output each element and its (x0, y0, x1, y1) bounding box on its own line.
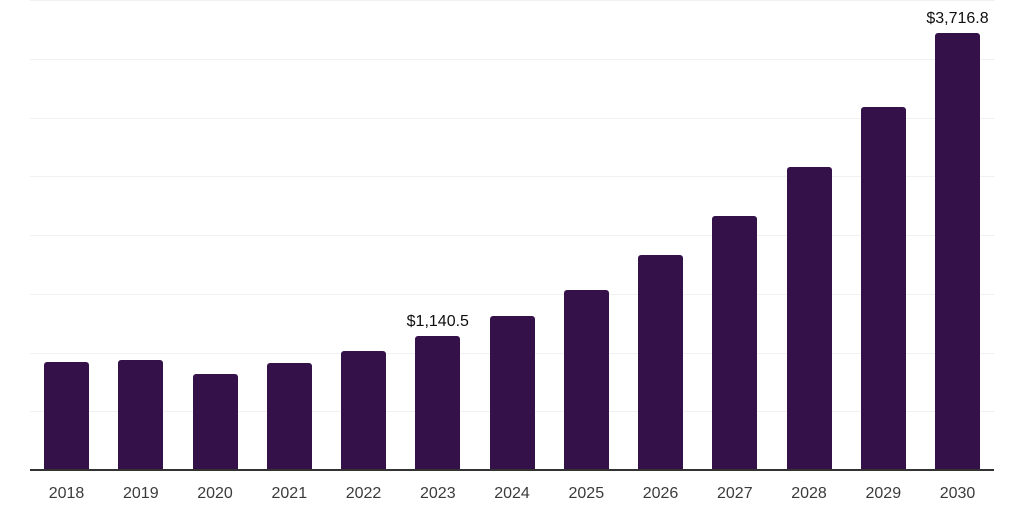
x-axis-label-2020: 2020 (197, 485, 233, 502)
bar-2022 (341, 351, 386, 470)
bar-value-label-2023: $1,140.5 (406, 313, 469, 330)
gridline (30, 118, 995, 119)
bar-2029 (860, 106, 906, 470)
gridline (30, 294, 995, 295)
bar-2026 (638, 255, 683, 470)
gridline (30, 0, 995, 1)
gridline (30, 59, 995, 60)
x-axis-label-2026: 2026 (642, 485, 679, 502)
bar-2030 (935, 33, 980, 470)
bar-2023 (415, 336, 461, 470)
bar-value-label-2030: $3,716.8 (926, 10, 989, 28)
bar-2018 (44, 361, 89, 470)
x-axis-label-2029: 2029 (865, 485, 902, 502)
bar-2024 (489, 315, 535, 470)
x-axis-label-2024: 2024 (494, 485, 530, 502)
x-axis-label-2021: 2021 (271, 485, 308, 502)
bar-2021 (266, 363, 312, 470)
x-axis-label-2018: 2018 (48, 485, 85, 502)
bar-2028 (786, 167, 832, 470)
bar-2027 (712, 216, 758, 470)
gridline (30, 235, 995, 236)
x-axis-label-2019: 2019 (123, 485, 159, 502)
x-axis-line (30, 469, 994, 471)
x-axis-label-2030: 2030 (939, 485, 976, 502)
gridline (30, 176, 995, 177)
bar-2020 (192, 373, 238, 470)
x-axis-label-2022: 2022 (345, 485, 382, 502)
x-axis-label-2027: 2027 (717, 485, 753, 502)
bar-2019 (118, 360, 164, 470)
bar-2025 (563, 289, 609, 470)
x-axis-label-2028: 2028 (791, 485, 827, 502)
x-axis-label-2023: 2023 (420, 485, 456, 502)
x-axis-label-2025: 2025 (568, 485, 605, 502)
